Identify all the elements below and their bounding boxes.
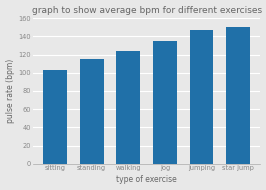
Y-axis label: pulse rate (bpm): pulse rate (bpm)	[6, 59, 15, 123]
Bar	[153, 41, 177, 164]
Bar	[116, 51, 140, 164]
X-axis label: type of exercise: type of exercise	[116, 175, 177, 184]
Bar	[80, 59, 103, 164]
Title: graph to show average bpm for different exercises: graph to show average bpm for different …	[32, 6, 262, 15]
Bar	[226, 27, 250, 164]
Bar	[43, 70, 67, 164]
Bar	[190, 30, 213, 164]
